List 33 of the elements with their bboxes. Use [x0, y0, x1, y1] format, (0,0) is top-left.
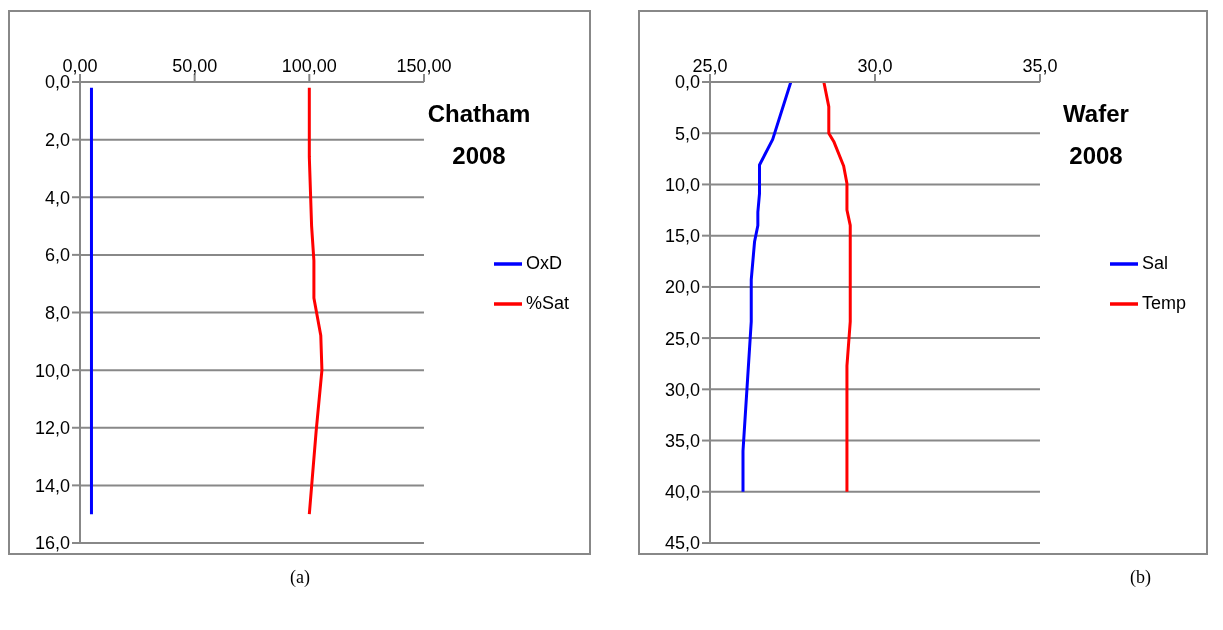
y-tick-label: 16,0 [34, 533, 70, 554]
legend-label: OxD [525, 252, 562, 273]
legend-label: %Sat [525, 292, 569, 313]
y-tick-label: 10,0 [664, 174, 700, 195]
text: (b) [1130, 567, 1151, 588]
text: (a) [290, 567, 310, 588]
y-tick-label: 45,0 [664, 533, 700, 554]
y-tick-label: 35,0 [664, 430, 700, 451]
line-series [307, 86, 324, 516]
y-tick-label: 12,0 [34, 418, 70, 439]
line-series [822, 82, 852, 494]
x-tick-label: 35,0 [1022, 56, 1058, 76]
y-tick-label: 2,0 [44, 130, 70, 151]
y-tick-label: 4,0 [44, 187, 70, 208]
legend-label: Temp [1141, 292, 1186, 313]
y-tick-label: 5,0 [674, 123, 700, 144]
y-tick-label: 15,0 [664, 226, 700, 247]
y-tick-label: 40,0 [664, 482, 700, 503]
y-tick-label: 20,0 [664, 277, 700, 298]
line-series [741, 82, 793, 494]
text: Chatham 2008 [427, 100, 531, 169]
x-tick-label: 100,00 [281, 56, 337, 76]
y-tick-label: 14,0 [34, 475, 70, 496]
y-tick-label: 30,0 [664, 379, 700, 400]
text: Wafer 2008 [1063, 100, 1129, 169]
legend-label: Sal [1141, 252, 1168, 273]
y-tick-label: 10,0 [34, 360, 70, 381]
x-tick-label: 30,0 [857, 56, 893, 76]
y-tick-label: 6,0 [44, 245, 70, 266]
y-tick-label: 8,0 [44, 302, 70, 323]
x-tick-label: 50,00 [172, 56, 218, 76]
x-tick-label: 150,00 [396, 56, 452, 76]
y-tick-label: 25,0 [664, 328, 700, 349]
